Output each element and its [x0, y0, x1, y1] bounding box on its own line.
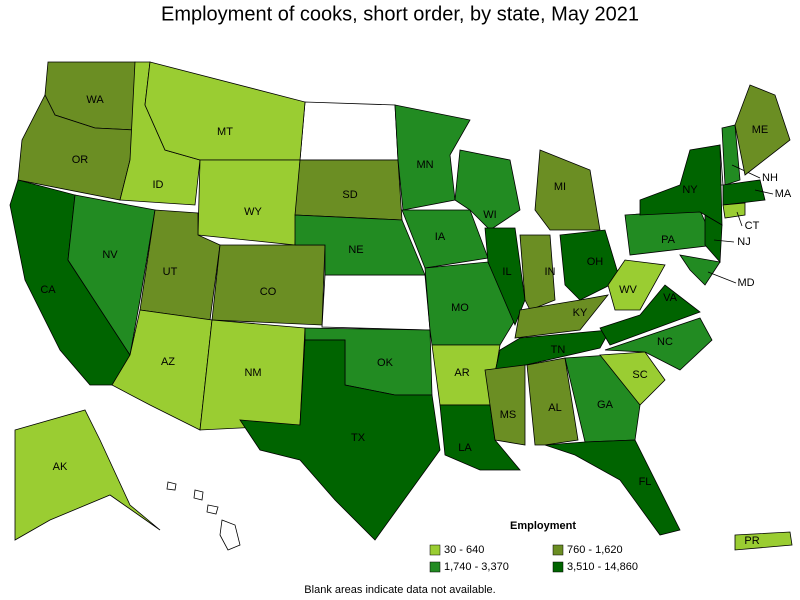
state	[544, 439, 681, 536]
state	[514, 294, 609, 339]
state-label: WV	[619, 284, 637, 296]
state-label: NE	[348, 244, 363, 256]
legend-swatch	[552, 544, 564, 556]
legend-label: 760 - 1,620	[567, 544, 623, 556]
state-label: AR	[454, 367, 469, 379]
state-label: IN	[545, 266, 556, 278]
state-hi	[206, 504, 219, 515]
state-label: OH	[587, 256, 604, 268]
state-label: NC	[657, 336, 673, 348]
state	[624, 209, 716, 256]
state	[294, 214, 426, 276]
state	[144, 61, 306, 161]
state-label: WY	[244, 206, 262, 218]
legend-label: 3,510 - 14,860	[567, 561, 638, 573]
state	[211, 244, 326, 326]
state-label: GA	[597, 399, 614, 411]
state-label: MS	[500, 409, 517, 421]
state-hi	[219, 519, 241, 551]
leader-line	[707, 271, 737, 284]
state-label: NJ	[737, 236, 750, 248]
state	[519, 234, 556, 311]
state-label: UT	[163, 266, 178, 278]
state	[197, 159, 301, 246]
state	[604, 317, 713, 371]
state-label: MN	[416, 159, 433, 171]
state-label: MT	[217, 126, 233, 138]
state	[679, 254, 721, 286]
state-label: FL	[639, 476, 652, 488]
state-label: ID	[153, 179, 164, 191]
state-label: SD	[342, 189, 357, 201]
state-label: NH	[762, 172, 778, 184]
legend-label: 30 - 640	[444, 544, 484, 556]
state	[484, 364, 526, 446]
state-label: TN	[551, 344, 566, 356]
legend-swatch	[429, 544, 441, 556]
state-label: CO	[260, 286, 277, 298]
state-label: KY	[573, 307, 588, 319]
state-label: NV	[102, 249, 118, 261]
state-label: WA	[86, 94, 104, 106]
state-label: MO	[451, 302, 469, 314]
state	[559, 229, 621, 301]
leader-line	[713, 239, 735, 243]
state-label: MI	[554, 181, 566, 193]
state-nd	[299, 101, 399, 161]
state-label: PR	[744, 535, 759, 547]
state-label: VA	[663, 292, 678, 304]
state-label: CA	[40, 284, 56, 296]
leader-line	[754, 189, 774, 195]
state-label: WI	[483, 209, 496, 221]
legend-label: 1,740 - 3,370	[444, 561, 509, 573]
state-label: IL	[502, 266, 511, 278]
state-label: OK	[377, 357, 394, 369]
state-label: CT	[745, 220, 760, 232]
state-label: AL	[548, 402, 561, 414]
state-label: AK	[53, 461, 68, 473]
state-label: ME	[752, 124, 769, 136]
state	[722, 179, 766, 206]
state-label: AZ	[161, 356, 175, 368]
blank-states	[166, 101, 724, 551]
state-label: SC	[632, 369, 647, 381]
state	[722, 202, 746, 219]
state-label: NM	[244, 367, 261, 379]
state	[639, 144, 723, 226]
state	[607, 259, 666, 311]
state-label: PA	[661, 234, 676, 246]
state	[734, 84, 791, 176]
state	[734, 531, 793, 551]
legend-title: Employment	[510, 520, 576, 532]
map-title: Employment of cooks, short order, by sta…	[161, 3, 639, 25]
state	[239, 339, 441, 541]
state-label: OR	[72, 154, 89, 166]
state	[599, 284, 701, 346]
leader-line	[736, 211, 743, 227]
legend-swatch	[552, 561, 564, 573]
state-label: IA	[435, 231, 446, 243]
state-label: TX	[351, 432, 366, 444]
state	[67, 194, 156, 357]
state-hi	[166, 481, 177, 491]
state	[14, 409, 161, 541]
footnote: Blank areas indicate data not available.	[304, 584, 495, 596]
state	[599, 351, 666, 406]
state-label: MA	[775, 188, 792, 200]
state	[526, 357, 579, 446]
state-hi	[193, 489, 204, 501]
state-label: LA	[458, 442, 472, 454]
state	[534, 149, 601, 231]
state-label: MD	[737, 277, 754, 289]
state	[721, 124, 741, 186]
state-label: NY	[682, 184, 698, 196]
legend-swatch	[429, 561, 441, 573]
state-ks	[321, 274, 431, 331]
